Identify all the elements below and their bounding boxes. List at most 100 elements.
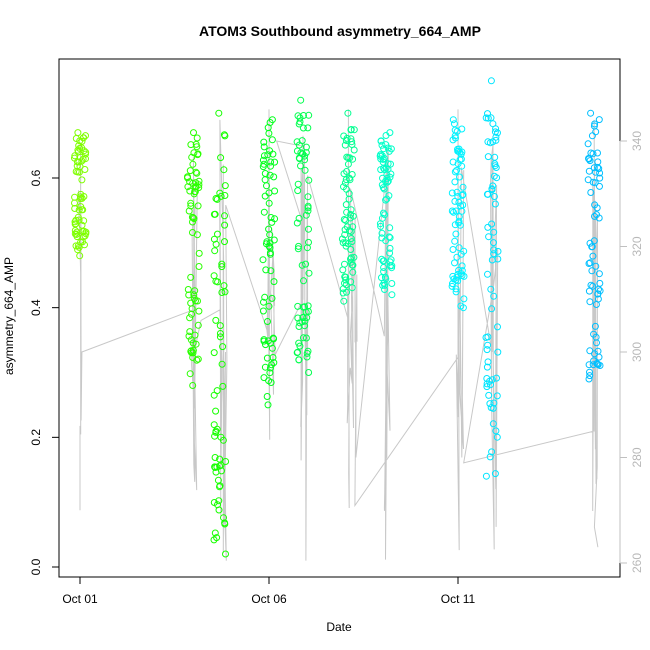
scatter-point [589, 361, 597, 369]
scatter-point [305, 225, 312, 233]
scatter-point [267, 162, 274, 170]
scatter-point [192, 183, 200, 191]
scatter-point [349, 261, 357, 269]
scatter-point [190, 129, 197, 137]
scatter-point [72, 231, 80, 238]
plot-area [71, 77, 604, 561]
scatter-point [265, 225, 273, 233]
scatter-point [218, 360, 226, 368]
scatter-point [293, 219, 301, 227]
scatter-point [380, 209, 387, 217]
scatter-point [219, 343, 227, 351]
scatter-point [459, 201, 467, 209]
scatter-point [449, 116, 457, 124]
scatter-point [380, 185, 388, 193]
y2-tick-label: 340 [630, 131, 644, 151]
scatter-point [484, 341, 492, 349]
scatter-point [268, 136, 276, 144]
scatter-point [383, 195, 391, 203]
scatter-point [303, 244, 311, 252]
scatter-point [381, 211, 389, 219]
scatter-point [452, 230, 460, 238]
scatter-point [260, 160, 268, 168]
scatter-point [483, 190, 491, 198]
scatter-point [78, 157, 86, 165]
scatter-point [189, 346, 197, 354]
scatter-point [591, 322, 599, 330]
scatter-point [378, 229, 386, 237]
scatter-point [490, 246, 498, 254]
scatter-point [75, 206, 83, 214]
scatter-point [455, 244, 463, 252]
scatter-point [265, 242, 273, 250]
scatter-point [265, 377, 273, 385]
scatter-point [305, 111, 313, 119]
scatter-point [348, 284, 356, 292]
scatter-point [260, 138, 268, 146]
scatter-point [299, 124, 307, 132]
scatter-point [455, 145, 463, 153]
scatter-point [341, 226, 349, 234]
scatter-point [82, 132, 89, 140]
scatter-cluster [338, 109, 358, 305]
scatter-point [77, 193, 84, 201]
scatter-point [380, 264, 388, 271]
scatter-point [295, 242, 302, 250]
scatter-point [76, 252, 84, 260]
y2-tick-label: 260 [630, 553, 644, 573]
scatter-point [301, 166, 309, 174]
scatter-point [189, 339, 197, 347]
scatter-point [75, 168, 83, 176]
scatter-point [454, 277, 462, 285]
scatter-point [593, 339, 600, 347]
scatter-point [377, 151, 385, 159]
scatter-point [212, 468, 220, 476]
scatter-point [302, 308, 310, 316]
scatter-point [454, 160, 462, 168]
scatter-point [591, 201, 599, 209]
scatter-cluster [482, 77, 502, 480]
scatter-point [294, 314, 302, 322]
scatter-point [75, 142, 83, 150]
scatter-point [491, 153, 499, 161]
scatter-point [340, 297, 348, 305]
scatter-point [489, 420, 497, 428]
scatter-point [302, 334, 310, 342]
scatter-point [184, 286, 192, 293]
scatter-point [211, 454, 219, 461]
scatter-point [458, 267, 466, 275]
scatter-point [189, 349, 197, 357]
scatter-point [222, 458, 230, 465]
scatter-point [491, 200, 499, 208]
scatter-point [385, 192, 393, 200]
scatter-point [347, 135, 355, 143]
scatter-cluster [71, 129, 90, 260]
scatter-point [261, 192, 269, 200]
scatter-point [347, 206, 355, 214]
scatter-point [384, 144, 392, 152]
scatter-cluster [259, 116, 279, 409]
scatter-point [347, 246, 355, 253]
scatter-point [79, 227, 87, 235]
scatter-point [492, 427, 500, 435]
scatter-point [338, 235, 346, 243]
scatter-point [185, 332, 193, 340]
x-tick-label: Oct 11 [441, 592, 476, 606]
scatter-point [457, 155, 465, 163]
scatter-point [189, 382, 197, 389]
scatter-point [260, 208, 268, 216]
scatter-point [453, 253, 461, 261]
scatter-point [589, 178, 597, 186]
scatter-point [594, 295, 602, 303]
scatter-point [261, 363, 269, 371]
scatter-point [596, 169, 604, 177]
scatter-point [301, 322, 309, 330]
scatter-point [454, 193, 462, 200]
scatter-point [218, 289, 226, 296]
scatter-point [456, 221, 464, 229]
scatter-point [456, 173, 463, 181]
scatter-point [74, 246, 82, 254]
scatter-point [259, 307, 267, 315]
scatter-point [72, 135, 80, 142]
